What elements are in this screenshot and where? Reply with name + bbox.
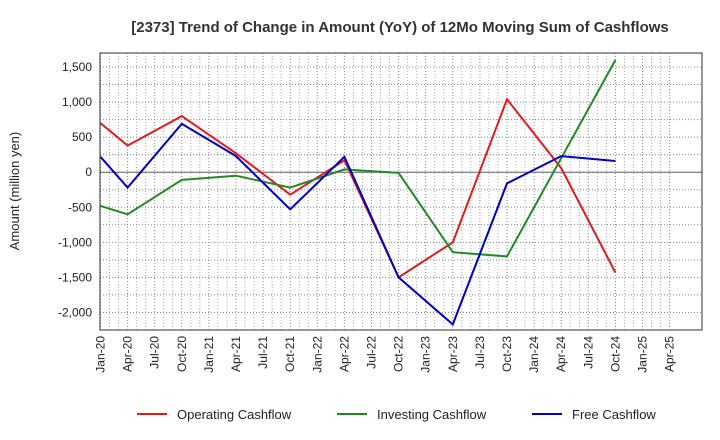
x-tick-label: Oct-22 [392,336,406,372]
y-tick-label: -2,000 [58,305,92,319]
series-line-free-cashflow [99,122,616,327]
x-tick-label: Apr-20 [121,336,135,372]
y-tick-label: -500 [68,200,92,214]
y-tick-label: -1,000 [58,235,92,249]
x-tick-label: Jan-25 [636,336,650,373]
y-tick-label: 1,000 [62,95,92,109]
y-tick-label: 500 [72,130,92,144]
y-tick-label: -1,500 [58,270,92,284]
y-axis-label: Amount (million yen) [7,132,22,251]
x-tick-label: Apr-25 [663,336,677,372]
plot-frame [99,52,703,331]
x-tick-label: Jan-22 [310,336,324,373]
legend-label: Operating Cashflow [177,407,292,422]
x-tick-label: Jan-24 [527,336,541,373]
x-tick-label: Jul-20 [148,336,162,369]
x-tick-label: Apr-23 [446,336,460,372]
y-tick-label: 0 [85,165,92,179]
series-line-operating-cashflow [99,97,617,279]
grid [100,53,702,331]
x-tick-label: Apr-21 [229,336,243,372]
x-tick-label: Oct-23 [500,336,514,372]
x-tick-label: Jul-21 [256,336,270,369]
legend-label: Investing Cashflow [377,407,487,422]
y-tick-label: 1,500 [62,60,92,74]
x-tick-label: Oct-20 [175,336,189,372]
x-tick-labels: Jan-20 Apr-20 Jul-20 Oct-20 Jan-21 Apr-21 Jul-… [94,336,677,373]
x-tick-label: Jan-20 [94,336,108,373]
x-tick-label: Jul-22 [365,336,379,369]
x-tick-label: Oct-21 [283,336,297,372]
legend-label: Free Cashflow [572,407,656,422]
x-tick-label: Jan-23 [419,336,433,373]
x-tick-label: Apr-22 [337,336,351,372]
series-lines [99,59,617,327]
series-line-investing-cashflow [100,59,617,258]
x-tick-label: Apr-24 [554,336,568,372]
x-tick-label: Jan-21 [202,336,216,373]
chart-title: [2373] Trend of Change in Amount (YoY) o… [131,19,669,36]
y-tick-labels: 1,500 1,000 500 0 -500 -1,000 -1,500 -2,000 [58,60,92,319]
x-tick-label: Oct-24 [608,336,622,372]
x-tick-label: Jul-23 [473,336,487,369]
legend: Operating Cashflow Investing Cashflow Free… [137,407,656,422]
x-tick-label: Jul-24 [581,336,595,369]
